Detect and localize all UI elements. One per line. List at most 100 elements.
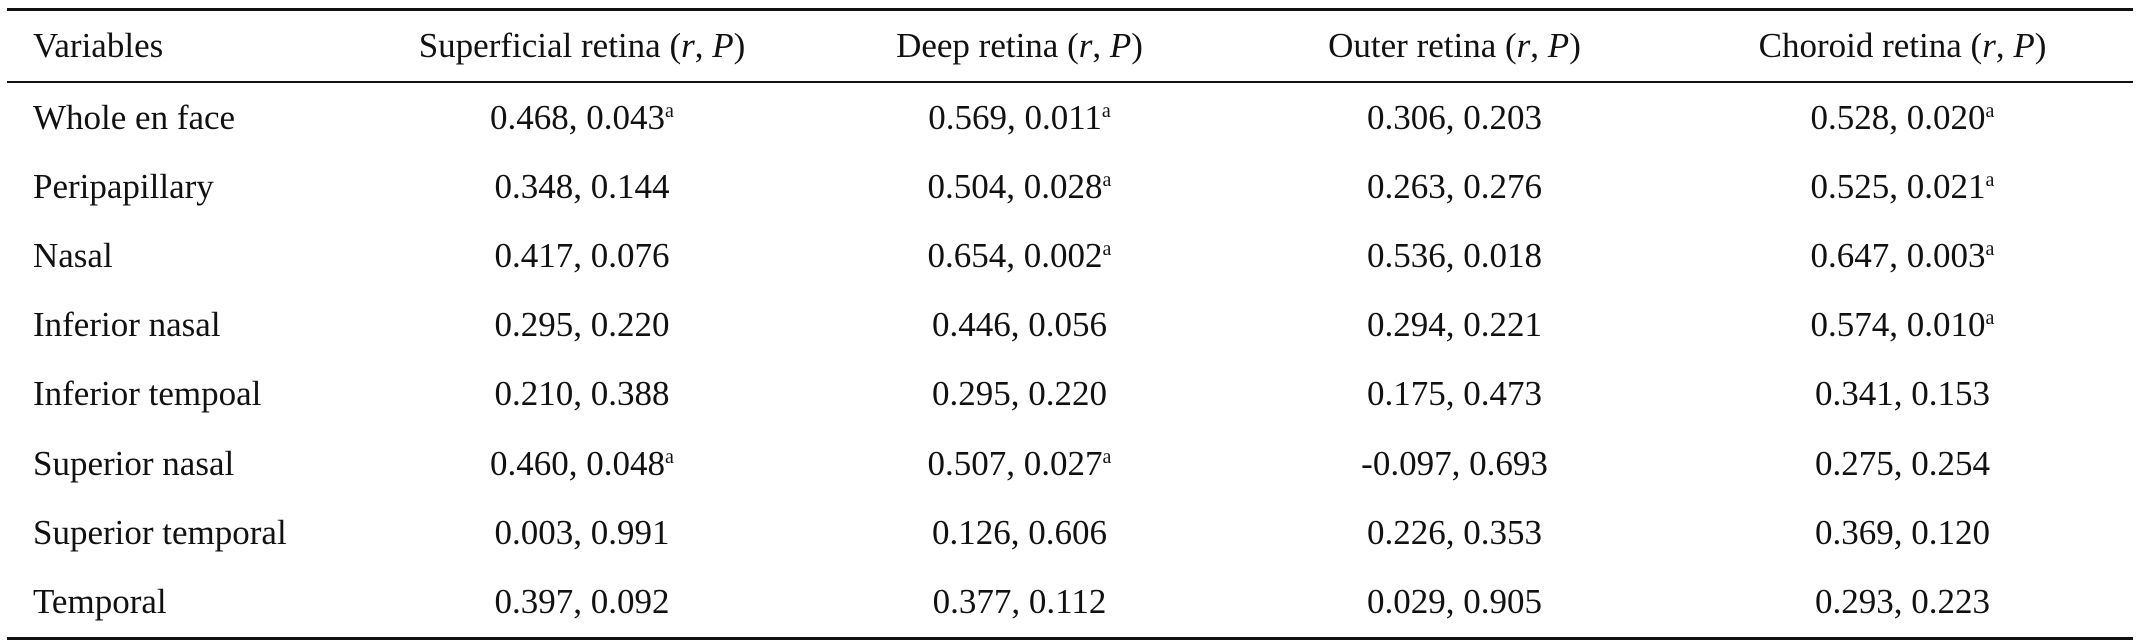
table-row: Peripapillary 0.348, 0.144 0.504, 0.028a… — [7, 152, 2133, 221]
header-separator: , — [1995, 26, 2014, 65]
cell-value: 0.525, 0.021 — [1810, 166, 1986, 206]
row-variable: Temporal — [33, 581, 167, 621]
cell-value: 0.574, 0.010 — [1810, 305, 1986, 345]
significance-mark: a — [1985, 237, 1995, 260]
correlation-table: Variables Superficial retina (r, P) Deep… — [7, 8, 2133, 640]
header-suffix: ) — [1131, 26, 1143, 65]
header-r-symbol: r — [1078, 26, 1093, 65]
cell-outer: 0.294, 0.221 — [1237, 291, 1672, 360]
cell-value: 0.417, 0.076 — [494, 235, 670, 275]
cell-value: 0.275, 0.254 — [1815, 443, 1990, 483]
cell-superficial: 0.468, 0.043a — [362, 82, 802, 152]
table-row: Inferior tempoal 0.210, 0.388 0.295, 0.2… — [7, 360, 2133, 429]
table-row: Nasal 0.417, 0.076 0.654, 0.002a 0.536, … — [7, 221, 2133, 290]
cell-value: 0.348, 0.144 — [494, 166, 670, 206]
cell-value: 0.369, 0.120 — [1815, 512, 1990, 552]
cell-value: 0.029, 0.905 — [1367, 581, 1542, 621]
header-separator: , — [694, 26, 713, 65]
significance-mark: a — [1102, 237, 1112, 260]
table-row: Inferior nasal 0.295, 0.220 0.446, 0.056… — [7, 291, 2133, 360]
significance-mark: a — [1985, 99, 1995, 122]
significance-mark: a — [1985, 307, 1995, 330]
header-outer-retina: Outer retina (r, P) — [1237, 10, 1672, 83]
cell-choroid: 0.341, 0.153 — [1672, 360, 2133, 429]
cell-value: -0.097, 0.693 — [1361, 443, 1548, 483]
cell-value: 0.175, 0.473 — [1367, 374, 1542, 414]
cell-deep: 0.654, 0.002a — [802, 221, 1237, 290]
row-variable: Superior nasal — [33, 443, 235, 483]
cell-value: 0.126, 0.606 — [932, 512, 1107, 552]
cell-superficial: 0.417, 0.076 — [362, 221, 802, 290]
header-label: Deep retina ( — [896, 26, 1079, 65]
cell-outer: -0.097, 0.693 — [1237, 429, 1672, 498]
header-variables: Variables — [7, 10, 362, 83]
cell-value: 0.226, 0.353 — [1367, 512, 1542, 552]
row-variable: Nasal — [33, 235, 113, 275]
header-p-symbol: P — [1109, 26, 1132, 65]
cell-value: 0.654, 0.002 — [927, 235, 1103, 275]
cell-value: 0.295, 0.220 — [494, 305, 670, 345]
header-choroid-retina: Choroid retina (r, P) — [1672, 10, 2133, 83]
cell-outer: 0.226, 0.353 — [1237, 498, 1672, 567]
significance-mark: a — [665, 99, 674, 122]
table-header: Variables Superficial retina (r, P) Deep… — [7, 9, 2133, 83]
cell-value: 0.460, 0.048 — [490, 443, 666, 483]
cell-outer: 0.029, 0.905 — [1237, 567, 1672, 638]
cell-choroid: 0.574, 0.010a — [1672, 291, 2133, 360]
cell-choroid: 0.293, 0.223 — [1672, 567, 2133, 638]
cell-superficial: 0.210, 0.388 — [362, 360, 802, 429]
cell-outer: 0.175, 0.473 — [1237, 360, 1672, 429]
cell-value: 0.504, 0.028 — [927, 166, 1103, 206]
cell-superficial: 0.460, 0.048a — [362, 429, 802, 498]
cell-value: 0.569, 0.011 — [928, 97, 1102, 137]
cell-choroid: 0.528, 0.020a — [1672, 82, 2133, 152]
table-row: Whole en face 0.468, 0.043a 0.569, 0.011… — [7, 82, 2133, 152]
header-p-symbol: P — [1547, 26, 1570, 65]
cell-choroid: 0.369, 0.120 — [1672, 498, 2133, 567]
cell-value: 0.294, 0.221 — [1367, 305, 1542, 345]
cell-value: 0.446, 0.056 — [932, 305, 1107, 345]
cell-deep: 0.446, 0.056 — [802, 291, 1237, 360]
cell-value: 0.306, 0.203 — [1367, 97, 1542, 137]
cell-value: 0.528, 0.020 — [1810, 97, 1986, 137]
correlation-table-container: Variables Superficial retina (r, P) Deep… — [7, 8, 2133, 640]
cell-value: 0.341, 0.153 — [1815, 374, 1990, 414]
significance-mark: a — [1101, 99, 1111, 122]
cell-deep: 0.569, 0.011a — [802, 82, 1237, 152]
significance-mark: a — [1102, 445, 1112, 468]
header-p-symbol: P — [2013, 26, 2035, 65]
header-r-symbol: r — [1516, 26, 1531, 65]
significance-mark: a — [1102, 168, 1112, 191]
table-row: Temporal 0.397, 0.092 0.377, 0.112 0.029… — [7, 567, 2133, 638]
cell-value: 0.468, 0.043 — [490, 97, 666, 137]
cell-choroid: 0.525, 0.021a — [1672, 152, 2133, 221]
cell-deep: 0.377, 0.112 — [802, 567, 1237, 638]
cell-value: 0.507, 0.027 — [927, 443, 1103, 483]
header-p-symbol: P — [712, 26, 734, 65]
cell-choroid: 0.647, 0.003a — [1672, 221, 2133, 290]
cell-value: 0.647, 0.003 — [1810, 235, 1986, 275]
cell-value: 0.293, 0.223 — [1815, 581, 1990, 621]
header-row: Variables Superficial retina (r, P) Deep… — [7, 9, 2133, 83]
cell-superficial: 0.348, 0.144 — [362, 152, 802, 221]
cell-value: 0.210, 0.388 — [494, 374, 670, 414]
significance-mark: a — [1985, 168, 1995, 191]
header-r-symbol: r — [1982, 26, 1996, 65]
header-deep-retina: Deep retina (r, P) — [802, 10, 1237, 83]
cell-value: 0.263, 0.276 — [1367, 166, 1542, 206]
header-suffix: ) — [2034, 26, 2047, 65]
cell-outer: 0.263, 0.276 — [1237, 152, 1672, 221]
table-body: Whole en face 0.468, 0.043a 0.569, 0.011… — [7, 82, 2133, 638]
row-variable: Inferior nasal — [33, 305, 221, 345]
header-label: Choroid retina ( — [1758, 26, 1983, 65]
significance-mark: a — [665, 445, 674, 468]
header-r-symbol: r — [681, 26, 695, 65]
cell-superficial: 0.003, 0.991 — [362, 498, 802, 567]
cell-outer: 0.306, 0.203 — [1237, 82, 1672, 152]
table-row: Superior temporal 0.003, 0.991 0.126, 0.… — [7, 498, 2133, 567]
header-suffix: ) — [1569, 26, 1581, 65]
cell-value: 0.003, 0.991 — [494, 512, 670, 552]
cell-deep: 0.126, 0.606 — [802, 498, 1237, 567]
cell-deep: 0.295, 0.220 — [802, 360, 1237, 429]
cell-value: 0.295, 0.220 — [932, 374, 1107, 414]
